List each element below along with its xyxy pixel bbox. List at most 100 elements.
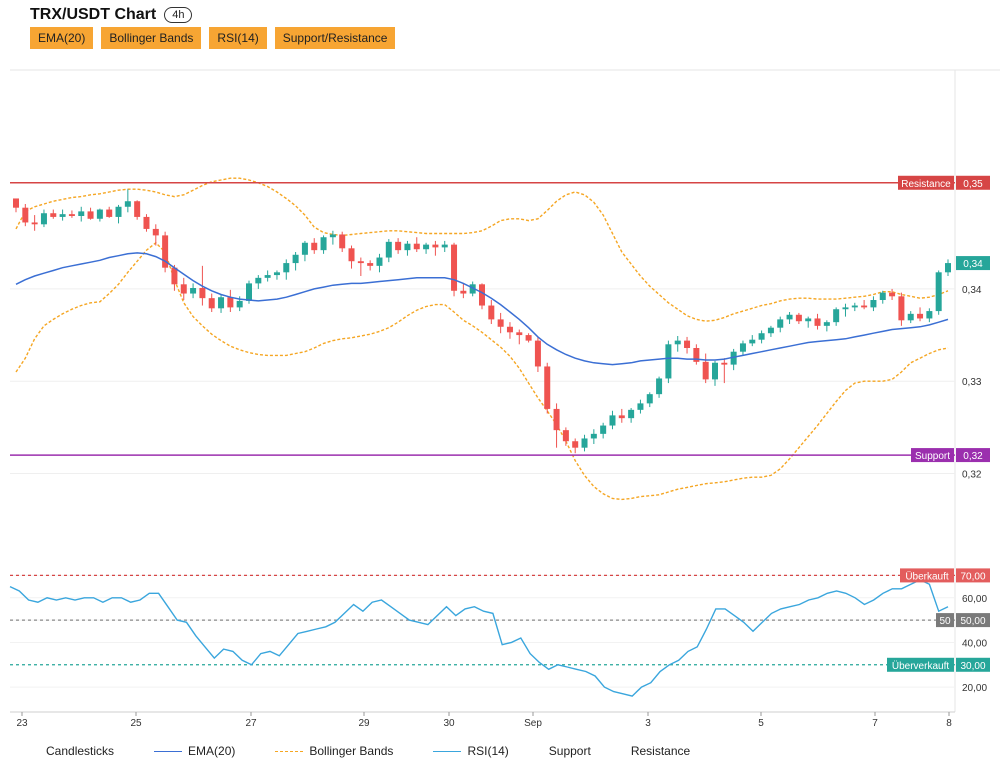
support-tag: Support	[911, 448, 954, 463]
chart-legend: Candlesticks EMA(20) Bollinger Bands RSI…	[46, 744, 730, 758]
support-tag-text: Support	[915, 451, 950, 462]
candle-body	[861, 305, 868, 308]
candle	[404, 240, 411, 256]
candle	[889, 288, 896, 300]
candle-body	[264, 275, 271, 278]
resistance-tag-text: Resistance	[901, 179, 951, 190]
x-tick-label: 8	[946, 718, 952, 729]
candle	[385, 239, 392, 263]
chart-header: TRX/USDT Chart 4h	[30, 6, 193, 24]
candle-body	[870, 300, 877, 308]
candle-body	[395, 241, 402, 251]
candle-body	[451, 244, 458, 291]
timeframe-badge[interactable]: 4h	[164, 7, 193, 23]
candle	[805, 316, 812, 328]
legend-label: Candlesticks	[46, 744, 115, 758]
support-resistance-toggle-button[interactable]: Support/Resistance	[274, 27, 396, 49]
legend-item-ema[interactable]: EMA(20)	[154, 744, 235, 758]
candle	[115, 204, 122, 224]
candle	[339, 231, 346, 252]
candle-body	[833, 309, 840, 323]
support-value-tag-bg	[956, 448, 990, 463]
candle-body	[534, 340, 541, 367]
candle-body	[842, 307, 849, 310]
candle	[162, 231, 169, 273]
candle	[218, 294, 225, 313]
candle	[134, 200, 141, 220]
candle-body	[311, 242, 318, 251]
last-price-tag-bg	[956, 256, 990, 271]
candle-body	[823, 322, 830, 326]
candle	[534, 336, 541, 372]
candle	[227, 289, 234, 312]
candle-body	[376, 257, 383, 266]
legend-label: RSI(14)	[467, 744, 509, 758]
x-tick-label: 7	[872, 718, 878, 729]
candle-body	[674, 340, 681, 345]
legend-label: EMA(20)	[188, 744, 236, 758]
candle	[273, 270, 280, 280]
candle-body	[739, 343, 746, 352]
candle	[572, 438, 579, 454]
candle-body	[68, 214, 75, 216]
candle-body	[227, 297, 234, 308]
rsi-mid-tag-text: 50	[939, 616, 951, 627]
candle-body	[590, 433, 597, 439]
candle	[861, 300, 868, 310]
bollinger-toggle-button[interactable]: Bollinger Bands	[101, 27, 202, 49]
candle	[460, 283, 467, 299]
candle-body	[143, 216, 150, 229]
candle	[767, 325, 774, 337]
rsi-line	[9, 579, 949, 697]
price-tick-label: 0,33	[962, 377, 982, 388]
candle	[823, 320, 830, 332]
candle	[451, 242, 458, 297]
rsi-toggle-button[interactable]: RSI(14)	[209, 27, 267, 49]
candle	[749, 335, 756, 347]
candle-body	[329, 234, 336, 238]
legend-item-support[interactable]: Support	[549, 744, 591, 758]
rsi-mid-tag: 50	[936, 613, 954, 628]
candle	[311, 238, 318, 254]
candle	[432, 240, 439, 256]
candle-body	[917, 313, 924, 319]
candle-body	[87, 211, 94, 219]
legend-item-candlesticks[interactable]: Candlesticks	[46, 744, 114, 758]
candle	[795, 312, 802, 324]
candle-body	[516, 332, 523, 336]
candle-body	[423, 244, 430, 250]
candle	[665, 340, 672, 384]
rsi-overbought-value-tag: 70,00	[956, 568, 990, 583]
rsi-overbought-tag-text: Überkauft	[905, 570, 949, 582]
legend-item-rsi[interactable]: RSI(14)	[433, 744, 509, 758]
candle-body	[320, 237, 327, 251]
candle-body	[553, 408, 560, 431]
candle-body	[404, 243, 411, 251]
candle	[395, 238, 402, 254]
candle-body	[786, 314, 793, 320]
candle	[712, 360, 718, 386]
rsi-mid-value-tag-text: 50,00	[960, 616, 985, 627]
support-value-tag-text: 0,32	[963, 451, 983, 462]
candle	[488, 300, 495, 324]
rsi-overbought-tag-bg	[900, 568, 954, 583]
candle	[907, 311, 914, 324]
candle	[637, 399, 644, 414]
rsi-oversold-tag-bg	[887, 657, 954, 672]
candle-body	[40, 213, 47, 225]
candle-body	[50, 213, 57, 217]
candle-body	[96, 209, 103, 219]
candle	[730, 348, 737, 371]
candle	[180, 277, 187, 300]
indicator-toolbar: EMA(20) Bollinger Bands RSI(14) Support/…	[30, 27, 396, 49]
candle	[31, 215, 38, 231]
candle	[879, 290, 886, 304]
candle	[413, 237, 420, 252]
candle	[739, 340, 746, 356]
legend-item-bollinger[interactable]: Bollinger Bands	[275, 744, 393, 758]
legend-item-resistance[interactable]: Resistance	[631, 744, 690, 758]
candle-body	[22, 207, 29, 223]
ema-toggle-button[interactable]: EMA(20)	[30, 27, 94, 49]
candle-body	[348, 248, 355, 262]
